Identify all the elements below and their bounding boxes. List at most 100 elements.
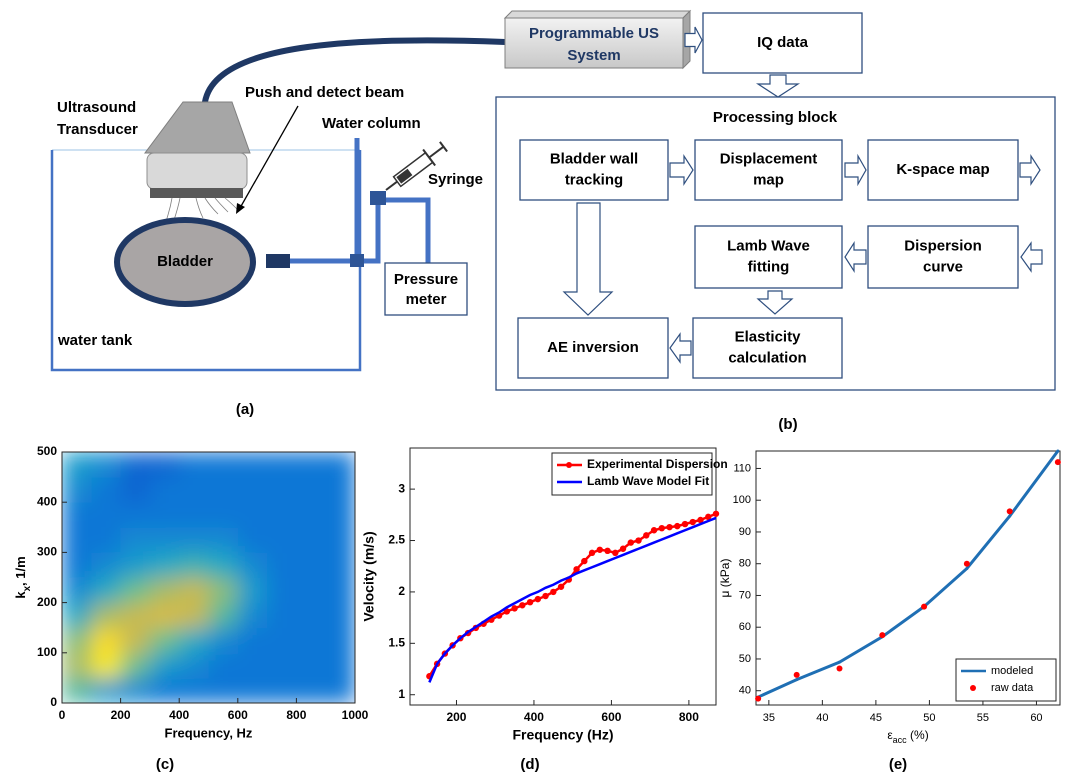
y-tick-label: 500 — [37, 444, 57, 458]
heat-cell — [120, 652, 151, 679]
heat-cell — [149, 527, 180, 553]
heat-cell — [179, 502, 209, 528]
heat-cell — [208, 527, 239, 553]
process-box — [694, 139, 843, 201]
beam-pointer — [239, 105, 299, 209]
heat-cell — [296, 552, 327, 578]
process-label: Lamb Wave — [727, 237, 810, 254]
y-tick-label: 1.5 — [388, 635, 405, 649]
legend-label: Experimental Dispersion — [587, 457, 728, 471]
meter-label: Pressure — [394, 271, 458, 288]
heat-cell — [267, 602, 297, 629]
arrow — [756, 290, 794, 315]
arrow — [669, 153, 694, 187]
marker — [526, 599, 534, 606]
marker — [650, 527, 658, 534]
system-top — [503, 10, 692, 19]
heat-cell — [296, 527, 327, 553]
block-title: Processing block — [713, 109, 838, 126]
legend-label: raw data — [991, 682, 1034, 694]
heat-cell — [237, 452, 268, 478]
heat-cell — [325, 502, 355, 528]
y-tick-label: 3 — [398, 481, 405, 495]
heat-cell — [149, 677, 180, 703]
process-label: Displacement — [720, 150, 818, 167]
marker — [534, 595, 542, 603]
cable — [202, 37, 506, 103]
x-tick-label: 200 — [446, 710, 466, 724]
heat-cell — [267, 652, 297, 679]
marker — [588, 549, 596, 557]
marker — [712, 510, 720, 517]
connector — [350, 254, 364, 267]
heat-cell — [208, 502, 239, 528]
process-label: Elasticity — [735, 328, 802, 345]
marker — [965, 566, 969, 570]
process-box — [867, 139, 1019, 201]
caption: (b) — [778, 416, 797, 433]
connector — [370, 191, 386, 205]
heat-cell — [149, 502, 180, 528]
column-label: Water column — [322, 115, 421, 132]
transducer-face — [150, 188, 243, 198]
marker — [519, 602, 526, 609]
heat-cell — [91, 552, 122, 578]
y-tick-label: 100 — [733, 494, 751, 506]
heat-cell — [91, 627, 122, 654]
y-tick-label: 400 — [37, 494, 57, 508]
process-label: fitting — [748, 258, 790, 275]
heat-cell — [91, 602, 122, 629]
process-label: tracking — [565, 171, 623, 188]
marker — [705, 513, 712, 521]
marker — [627, 539, 634, 546]
tank-label: water tank — [57, 332, 133, 349]
pressure-meter — [384, 262, 468, 316]
process-box — [692, 317, 843, 379]
heat-cell — [62, 627, 92, 654]
transducer-head — [146, 152, 248, 190]
process-label: Dispersion — [904, 237, 982, 254]
transducer-body — [144, 101, 251, 154]
heat-cell — [208, 477, 239, 503]
arrow — [684, 26, 703, 54]
marker — [557, 583, 565, 590]
heat-cell — [120, 527, 151, 553]
y-axis-label: kx, 1/m — [13, 556, 33, 598]
process-box — [519, 139, 669, 201]
heat-cell — [296, 627, 327, 654]
arrow — [755, 74, 801, 98]
heat-cell — [267, 577, 297, 604]
y-axis-label: μ (kPa) — [718, 559, 732, 598]
heat-cell — [149, 577, 180, 604]
heat-cell — [179, 627, 209, 654]
legend-label: Lamb Wave Model Fit — [587, 474, 709, 488]
marker — [511, 605, 518, 612]
arrow — [844, 240, 867, 274]
marker — [795, 678, 799, 682]
marker — [1008, 514, 1012, 518]
heat-cell — [91, 452, 122, 478]
legend-label: modeled — [991, 665, 1033, 677]
process-label: K-space map — [896, 161, 989, 178]
process-box — [694, 225, 843, 289]
x-tick-label: 0 — [59, 708, 66, 722]
x-axis-label-sub: acc — [893, 735, 908, 745]
heat-cell — [91, 652, 122, 679]
heat-cell — [325, 552, 355, 578]
heat-cell — [267, 452, 297, 478]
heat-cell — [179, 527, 209, 553]
heat-cell — [120, 552, 151, 578]
y-tick-label: 50 — [739, 653, 751, 665]
caption: (a) — [236, 401, 254, 418]
heat-cell — [325, 602, 355, 629]
marker — [1054, 459, 1061, 466]
panel-b: Processing block (b) IQ data Bladder wall… — [495, 12, 1056, 433]
syringe-label: Syringe — [428, 171, 483, 188]
charts: 0 200 400 600 800 1000 0 100 200 300 400 500 Frequen… — [13, 444, 1061, 773]
heat-cell — [237, 527, 268, 553]
x-tick-label: 400 — [169, 708, 189, 722]
x-tick-label: 600 — [601, 710, 621, 724]
heat-cell — [208, 602, 239, 629]
process-label: IQ data — [757, 34, 809, 51]
